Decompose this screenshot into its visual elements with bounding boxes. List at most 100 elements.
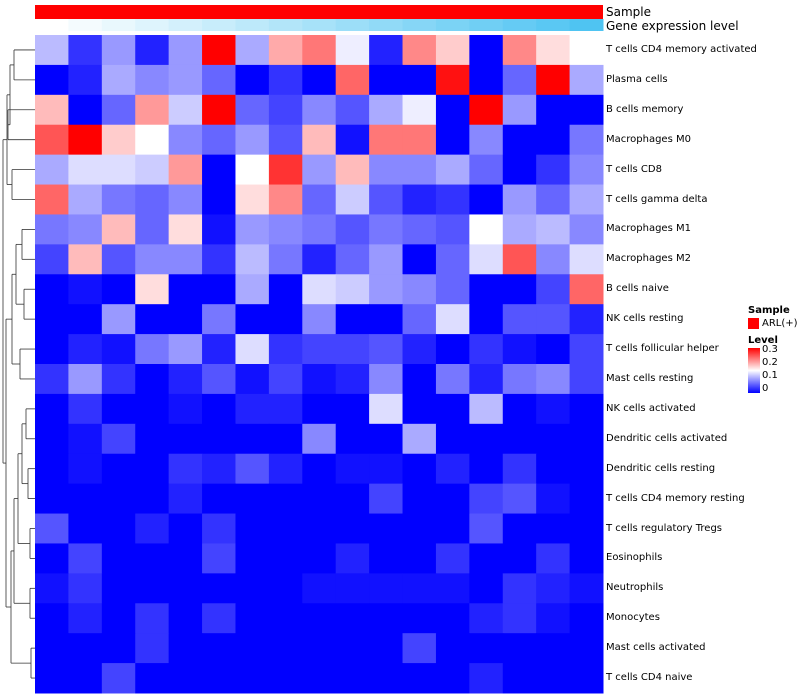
annotation-expression-cell <box>402 19 437 31</box>
heatmap-cell <box>68 663 103 694</box>
annotation-expression-cell <box>469 19 504 31</box>
heatmap-cell <box>469 334 504 365</box>
heatmap-cell <box>135 154 170 186</box>
heatmap-cell <box>135 35 170 66</box>
legend-level-title: Level <box>748 335 778 346</box>
heatmap-cell <box>335 483 370 515</box>
heatmap-cell <box>68 573 103 604</box>
heatmap-cell <box>68 214 103 245</box>
heatmap-cell <box>168 214 203 245</box>
heatmap-cell <box>135 513 170 544</box>
heatmap-cell <box>369 35 404 66</box>
heatmap-cell <box>435 453 470 485</box>
annotation-expression-cell <box>135 19 170 31</box>
heatmap-cell <box>502 154 537 186</box>
heatmap-cell <box>569 603 604 634</box>
heatmap-cell <box>235 304 270 335</box>
annotation-expression-cell <box>536 19 571 31</box>
heatmap-cell <box>302 453 337 485</box>
heatmap-cell <box>168 124 203 156</box>
annotation-expression-cell <box>502 19 537 31</box>
heatmap-cell <box>435 244 470 275</box>
heatmap-cell <box>302 483 337 515</box>
heatmap-cell <box>168 393 203 425</box>
heatmap-cell <box>369 663 404 694</box>
heatmap-cell <box>435 154 470 186</box>
heatmap-cell <box>435 94 470 126</box>
row-label: Mast cells resting <box>606 372 694 384</box>
heatmap-cell <box>268 64 303 96</box>
heatmap-cell <box>402 453 437 485</box>
heatmap-cell <box>235 453 270 485</box>
heatmap-cell <box>335 35 370 66</box>
heatmap-cell <box>569 94 604 126</box>
heatmap-cell <box>101 35 136 66</box>
heatmap-cell <box>335 393 370 425</box>
heatmap-cell <box>168 244 203 275</box>
heatmap-cell <box>402 64 437 96</box>
heatmap-cell <box>302 573 337 604</box>
heatmap-cell <box>502 334 537 365</box>
heatmap-cell <box>335 334 370 365</box>
heatmap-cell <box>402 483 437 515</box>
heatmap-cell <box>469 603 504 634</box>
heatmap-cell <box>369 603 404 634</box>
heatmap-cell <box>235 663 270 694</box>
heatmap-cell <box>68 483 103 515</box>
heatmap-cell <box>68 364 103 395</box>
heatmap-cell <box>202 124 236 156</box>
heatmap-cell <box>435 304 470 335</box>
heatmap-cell <box>168 603 203 634</box>
heatmap-cell <box>502 184 537 215</box>
heatmap-cell <box>435 393 470 425</box>
heatmap-cell <box>469 274 504 305</box>
heatmap-cell <box>302 124 337 156</box>
heatmap-cell <box>369 483 404 515</box>
heatmap-cell <box>135 244 170 275</box>
heatmap-cell <box>435 483 470 515</box>
heatmap-cell <box>469 154 504 186</box>
heatmap-cell <box>202 184 236 215</box>
legend-sample-swatch <box>748 318 759 329</box>
heatmap-cell <box>35 334 69 365</box>
heatmap-cell <box>335 603 370 634</box>
heatmap-cell <box>135 393 170 425</box>
heatmap-cell <box>101 64 136 96</box>
heatmap-cell <box>35 663 69 694</box>
heatmap-cell <box>202 573 236 604</box>
heatmap-cell <box>469 483 504 515</box>
heatmap-cell <box>168 663 203 694</box>
heatmap-cell <box>168 154 203 186</box>
heatmap-cell <box>502 573 537 604</box>
heatmap-cell <box>68 94 103 126</box>
heatmap-cell <box>502 35 537 66</box>
heatmap-cell <box>235 393 270 425</box>
heatmap-cell <box>202 483 236 515</box>
heatmap-cell <box>35 35 69 66</box>
heatmap-cell <box>135 334 170 365</box>
heatmap-cell <box>502 304 537 335</box>
heatmap-cell <box>268 35 303 66</box>
heatmap-cell <box>369 274 404 305</box>
legend-level-tick: 0 <box>762 383 769 394</box>
heatmap-cell <box>235 214 270 245</box>
heatmap-cell <box>536 64 571 96</box>
legend-sample-entry: ARL(+) <box>762 318 798 329</box>
heatmap-cell <box>268 513 303 544</box>
legend-level-tick: 0.2 <box>762 357 778 368</box>
heatmap-cell <box>101 274 136 305</box>
row-label: T cells follicular helper <box>606 343 719 355</box>
heatmap-cell <box>68 35 103 66</box>
annotation-expression-cell <box>435 19 470 31</box>
heatmap-cell <box>168 573 203 604</box>
heatmap-cell <box>35 214 69 245</box>
heatmap-cell <box>569 334 604 365</box>
heatmap-cell <box>469 364 504 395</box>
heatmap-cell <box>302 94 337 126</box>
heatmap-cell <box>536 35 571 66</box>
heatmap-cell <box>302 334 337 365</box>
heatmap-cell <box>135 453 170 485</box>
heatmap-cell <box>35 154 69 186</box>
heatmap-cell <box>135 124 170 156</box>
heatmap-cell <box>369 543 404 574</box>
